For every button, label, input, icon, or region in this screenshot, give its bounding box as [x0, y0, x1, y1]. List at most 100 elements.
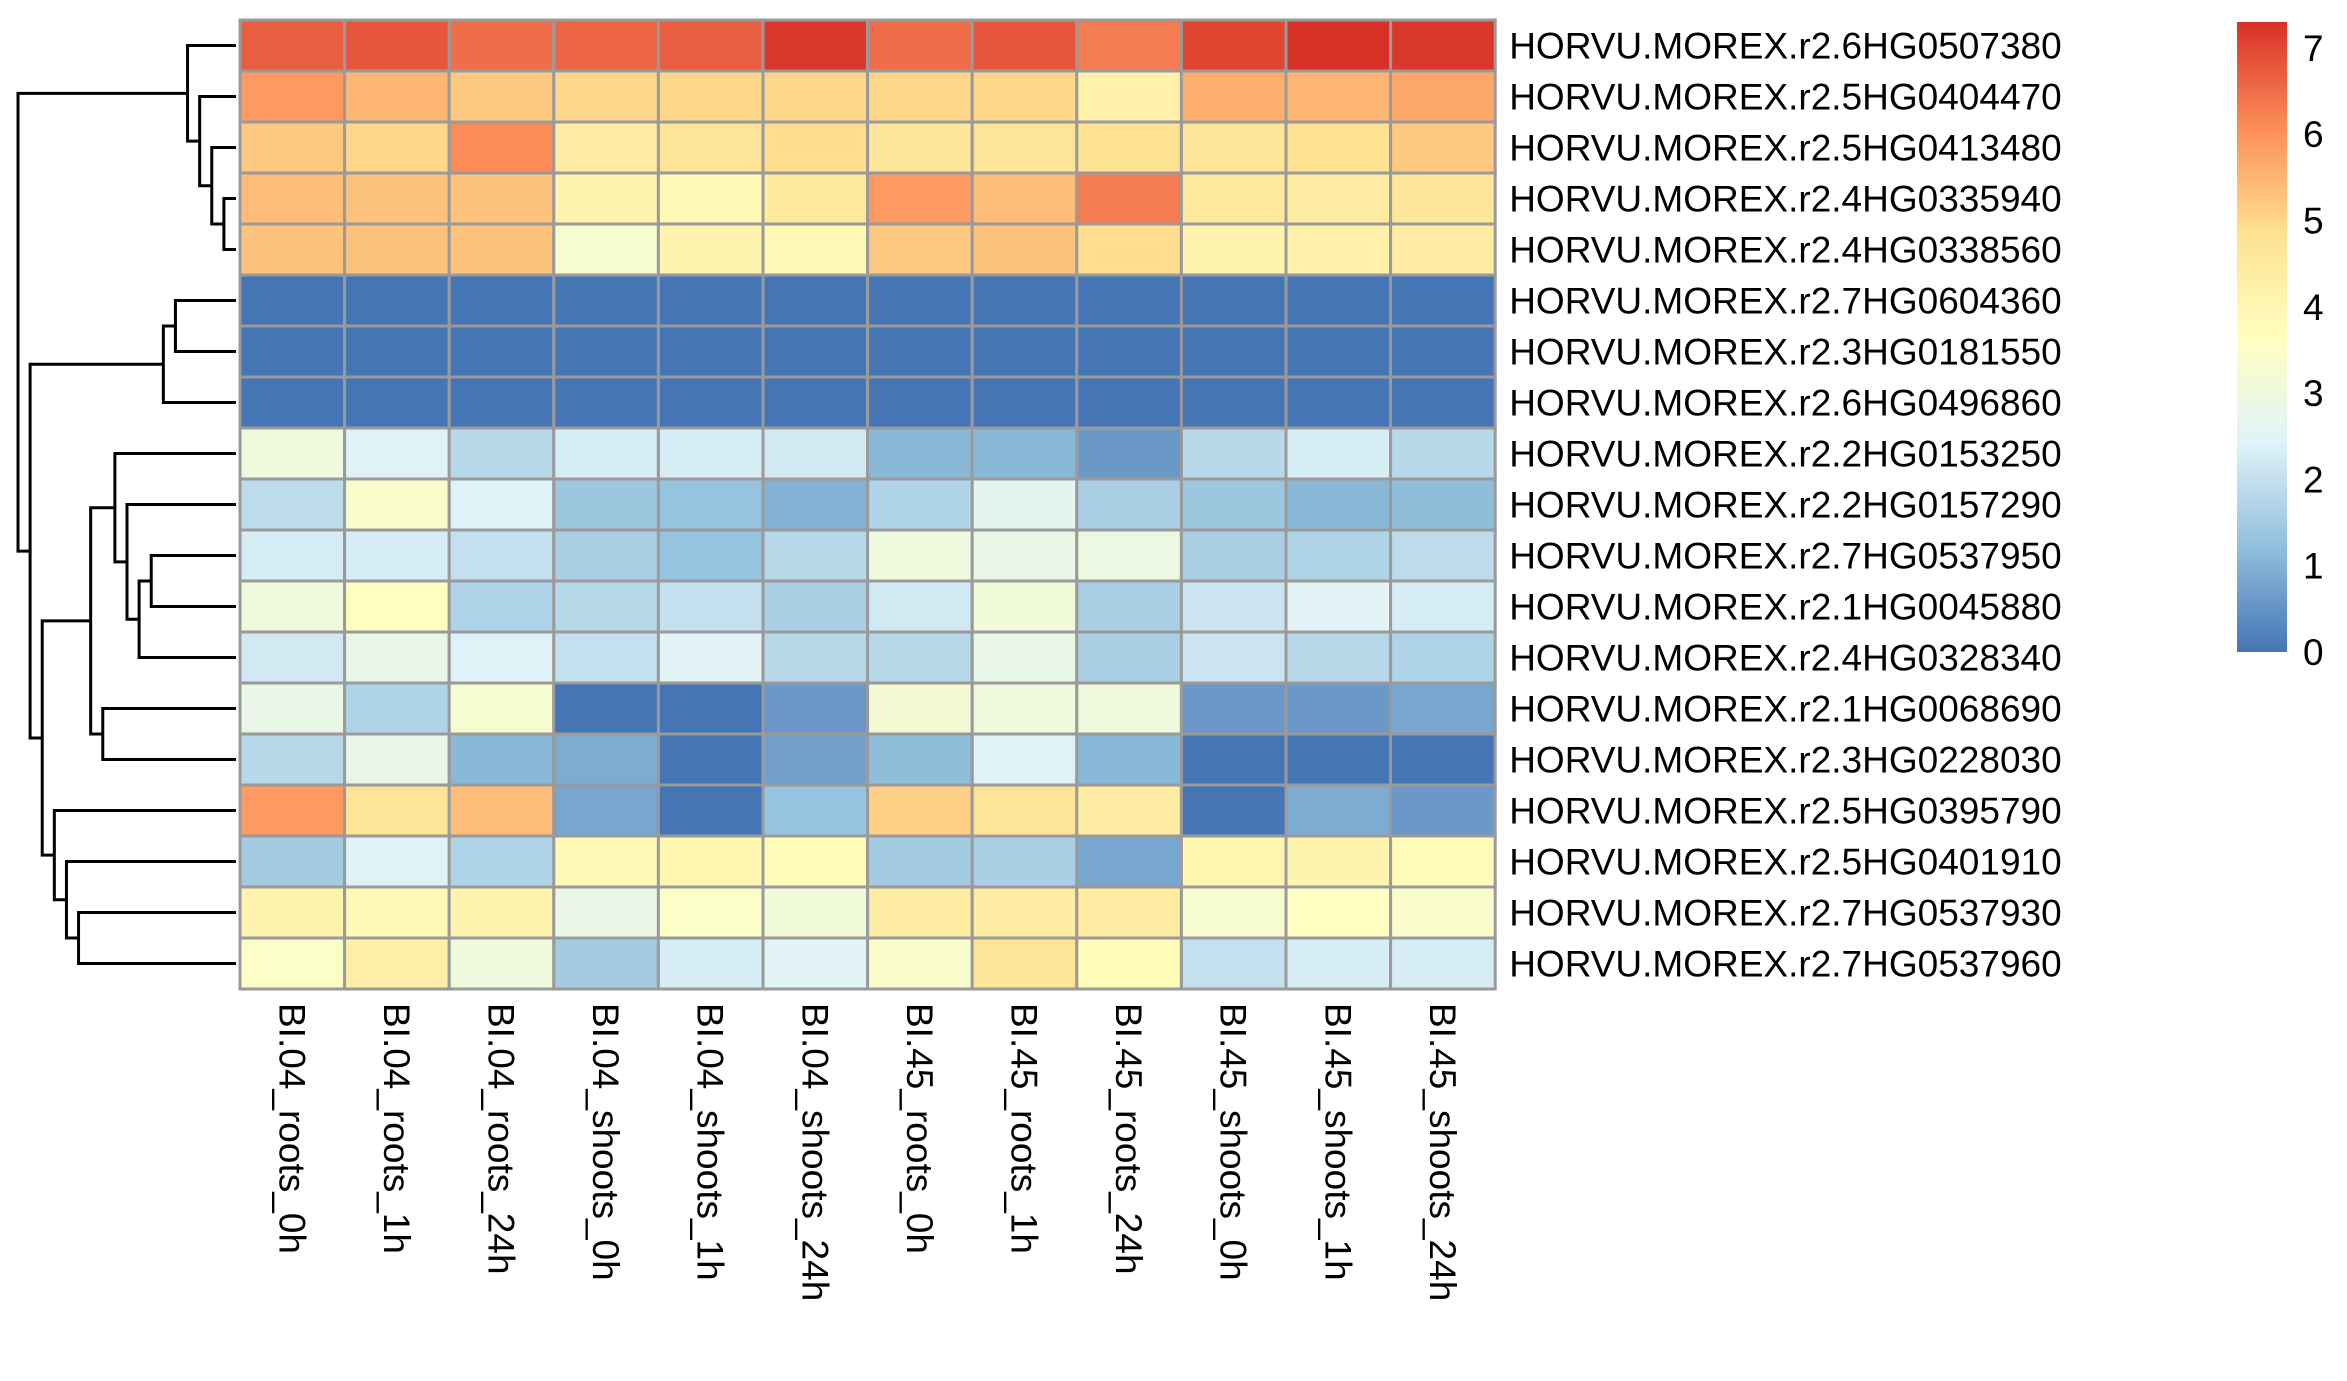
heatmap-cell: [970, 477, 1079, 532]
heatmap-cell: [1389, 630, 1497, 685]
row-label: HORVU.MOREX.r2.7HG0537930: [1509, 893, 2062, 934]
dendrogram-branch: [89, 506, 115, 736]
heatmap-cell: [866, 273, 974, 328]
heatmap-cell: [1284, 477, 1393, 532]
heatmap-cell: [1179, 375, 1288, 430]
heatmap-cell: [970, 171, 1079, 226]
heatmap-cell: [970, 630, 1079, 685]
heatmap-cell: [866, 477, 974, 532]
heatmap-cell: [238, 426, 347, 481]
heatmap-cell: [343, 18, 451, 73]
row-label: HORVU.MOREX.r2.4HG0328340: [1509, 638, 2062, 679]
heatmap-cell: [1075, 834, 1183, 889]
heatmap-cell: [1179, 630, 1288, 685]
heatmap-cell: [343, 936, 451, 991]
heatmap-cell: [238, 528, 347, 583]
heatmap-cell: [761, 171, 870, 226]
heatmap-cell: [1075, 120, 1183, 175]
heatmap-cell: [343, 324, 451, 379]
heatmap-cell: [552, 732, 660, 787]
column-label: BI.04_shoots_0h: [585, 1003, 626, 1281]
heatmap-cell: [970, 834, 1079, 889]
dendrogram-branch: [113, 452, 236, 564]
dendrogram-branch: [16, 91, 188, 553]
row-label: HORVU.MOREX.r2.5HG0404470: [1509, 77, 2062, 118]
heatmap-cell: [1284, 732, 1393, 787]
heatmap-cell: [656, 273, 765, 328]
heatmap-cell: [1389, 732, 1497, 787]
heatmap-cell: [238, 579, 347, 634]
heatmap-cell: [1389, 783, 1497, 838]
heatmap-cell: [447, 681, 556, 736]
heatmap-cell: [343, 834, 451, 889]
heatmap-cell: [447, 426, 556, 481]
dendrogram-branch: [64, 860, 236, 940]
heatmap-cell: [238, 120, 347, 175]
column-label: BI.04_shoots_1h: [690, 1003, 731, 1281]
heatmap-cell: [447, 732, 556, 787]
row-label: HORVU.MOREX.r2.4HG0338560: [1509, 230, 2062, 271]
color-legend: 0 1 2 3 4 5 6 7: [2237, 22, 2324, 673]
heatmap-cell: [552, 783, 660, 838]
heatmap-cell: [1389, 681, 1497, 736]
heatmap-cell: [761, 936, 870, 991]
heatmap-cell: [1075, 69, 1183, 124]
heatmap-cell: [238, 477, 347, 532]
heatmap-cell: [552, 681, 660, 736]
heatmap-cell: [761, 528, 870, 583]
heatmap-cell: [1075, 681, 1183, 736]
heatmap-cell: [970, 681, 1079, 736]
dendrogram-branch: [186, 44, 236, 143]
heatmap-cell: [1179, 579, 1288, 634]
heatmap-cell: [970, 885, 1079, 940]
heatmap-cell: [1179, 324, 1288, 379]
heatmap-cell: [1389, 18, 1497, 73]
heatmap-cell: [1179, 120, 1288, 175]
heatmap-cell: [343, 885, 451, 940]
heatmap-cell: [866, 936, 974, 991]
heatmap-cell: [761, 222, 870, 277]
heatmap-cell: [343, 171, 451, 226]
heatmap-cell: [866, 783, 974, 838]
heatmap-cell: [1389, 273, 1497, 328]
legend-tick-label: 7: [2303, 28, 2324, 69]
heatmap-cell: [656, 222, 765, 277]
row-label: HORVU.MOREX.r2.3HG0181550: [1509, 332, 2062, 373]
row-label: HORVU.MOREX.r2.4HG0335940: [1509, 179, 2062, 220]
heatmap-cell: [1284, 273, 1393, 328]
heatmap-cell: [1179, 18, 1288, 73]
heatmap-cell: [238, 783, 347, 838]
heatmap-cell: [1075, 375, 1183, 430]
heatmap-cell: [1389, 120, 1497, 175]
heatmap-cell: [1075, 936, 1183, 991]
heatmap-cell: [238, 834, 347, 889]
heatmap-cell: [343, 732, 451, 787]
heatmap-cell: [1389, 171, 1497, 226]
heatmap-cell: [343, 477, 451, 532]
heatmap-cell: [343, 273, 451, 328]
column-label: BI.45_roots_1h: [1004, 1003, 1045, 1254]
legend-tick-label: 6: [2303, 114, 2324, 155]
heatmap-cell: [970, 732, 1079, 787]
row-label: HORVU.MOREX.r2.6HG0496860: [1509, 383, 2062, 424]
heatmap-cell: [1179, 732, 1288, 787]
legend-tick-label: 4: [2303, 287, 2324, 328]
heatmap-cell: [1284, 783, 1393, 838]
column-label: BI.45_shoots_0h: [1213, 1003, 1254, 1281]
heatmap-cell: [656, 579, 765, 634]
heatmap-cell: [970, 18, 1079, 73]
heatmap-cell: [656, 426, 765, 481]
heatmap-cell: [343, 579, 451, 634]
heatmap-cell: [447, 579, 556, 634]
row-labels: HORVU.MOREX.r2.6HG0507380 HORVU.MOREX.r2.…: [1509, 26, 2062, 985]
heatmap-cell: [1075, 477, 1183, 532]
heatmap-cell: [238, 375, 347, 430]
heatmap-cell: [656, 783, 765, 838]
heatmap-cell: [552, 171, 660, 226]
heatmap-cell: [447, 477, 556, 532]
heatmap-cell: [1075, 528, 1183, 583]
heatmap-cell: [761, 18, 870, 73]
heatmap-cell: [866, 375, 974, 430]
